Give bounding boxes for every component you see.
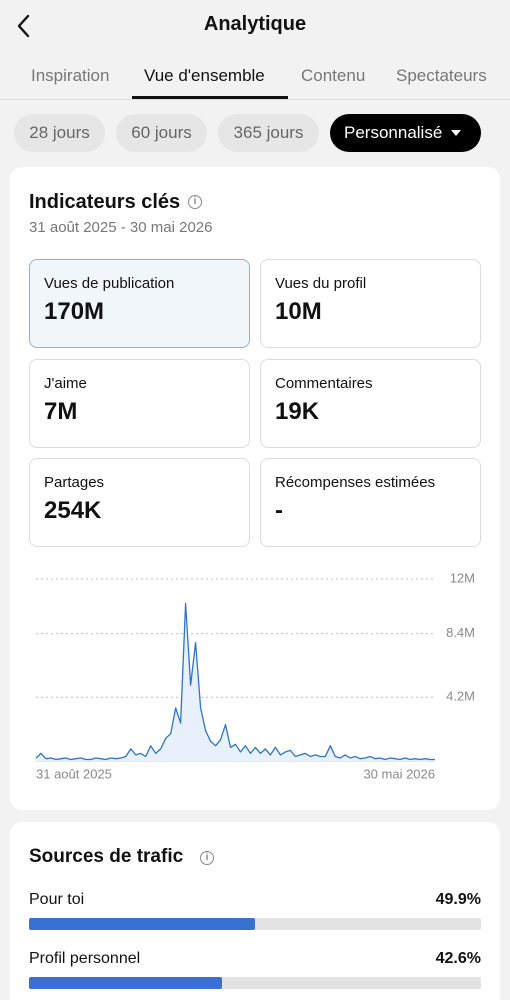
info-icon[interactable]: i — [188, 195, 202, 209]
y-tick-label: 8.4M — [446, 625, 475, 640]
filter-pill[interactable]: 60 jours — [116, 114, 207, 152]
filter-pill[interactable]: Personnalisé — [330, 114, 481, 152]
metric-card[interactable]: Récompenses estimées - — [260, 458, 481, 547]
source-percent: 42.6% — [435, 950, 481, 967]
metric-label: Partages — [44, 474, 105, 491]
line — [35, 602, 435, 761]
filter-pill[interactable]: 365 jours — [218, 114, 319, 152]
x-tick-label: 30 mai 2026 — [363, 766, 435, 781]
filter-label: 365 jours — [233, 123, 304, 142]
metric-label: J'aime — [44, 374, 87, 392]
metric-card[interactable]: J'aime 7M — [29, 358, 250, 448]
metric-label: Commentaires — [275, 374, 373, 392]
y-tick-label: 12M — [450, 570, 475, 585]
info-icon[interactable]: i — [200, 851, 214, 865]
traffic-card — [10, 822, 500, 1000]
back-button[interactable] — [16, 14, 32, 38]
metric-card[interactable]: Commentaires 19K — [260, 358, 481, 448]
date-range: 31 août 2025 - 30 mai 2026 — [29, 219, 213, 236]
metric-label: Récompenses estimées — [275, 474, 436, 491]
tab[interactable]: Contenu — [301, 66, 366, 85]
source-label: Pour toi — [29, 891, 85, 908]
tab-divider — [0, 99, 510, 100]
page-title: Analytique — [203, 13, 307, 35]
bar — [29, 918, 255, 930]
metric-card[interactable]: Vues du profil 10M — [260, 259, 481, 348]
x-tick-label: 31 août 2025 — [36, 766, 112, 781]
tab[interactable]: Vue d'ensemble — [144, 66, 265, 85]
metric-value: 19K — [275, 397, 320, 425]
tab[interactable]: Spectateurs — [396, 66, 487, 85]
metric-label: Vues du profil — [275, 275, 367, 292]
y-tick-label: 4.2M — [446, 689, 475, 704]
source-percent: 49.9% — [435, 891, 481, 908]
filter-label: 28 jours — [29, 123, 90, 142]
filter-label: 60 jours — [131, 123, 192, 142]
metric-value: 254K — [44, 497, 102, 524]
tab[interactable]: Inspiration — [31, 66, 110, 85]
metric-value: 10M — [275, 298, 322, 325]
metric-label: Vues de publication — [44, 275, 175, 292]
area — [36, 603, 435, 761]
metric-value: 7M — [44, 397, 78, 425]
bar — [29, 977, 222, 989]
source-label: Profil personnel — [29, 950, 141, 967]
metric-value: - — [275, 497, 283, 524]
filter-pill[interactable]: 28 jours — [14, 114, 105, 152]
tab-indicator — [132, 96, 288, 99]
section-title: Sources de trafic — [29, 846, 184, 867]
section-title: Indicateurs clés — [29, 191, 181, 213]
dropdown-arrow — [451, 130, 461, 136]
metric-card[interactable]: Partages 254K — [29, 458, 250, 547]
filter-label: Personnalisé — [344, 123, 443, 142]
metric-value: 170M — [44, 298, 105, 325]
metric-card[interactable]: Vues de publication 170M — [29, 259, 250, 348]
